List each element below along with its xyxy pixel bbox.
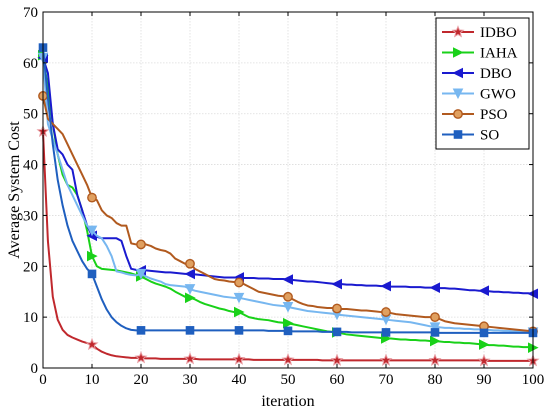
- data-point-pso: [87, 192, 97, 203]
- data-point-iaha: [87, 250, 98, 262]
- data-point-so: [430, 328, 440, 337]
- legend-label-idbo: IDBO: [480, 25, 517, 41]
- data-point-pso: [430, 312, 440, 323]
- legend-marker-iaha: [453, 47, 464, 58]
- y-tick-label: 20: [23, 259, 38, 275]
- y-tick-label: 60: [23, 56, 38, 72]
- data-point-pso: [332, 303, 342, 314]
- data-point-idbo: [232, 352, 246, 365]
- legend-marker-so: [453, 130, 463, 139]
- data-point-so: [332, 327, 342, 337]
- legend-marker-idbo: [451, 25, 465, 38]
- data-point-so: [234, 326, 244, 335]
- x-tick-label: 20: [134, 372, 149, 388]
- data-point-idbo: [85, 337, 99, 351]
- data-point-idbo: [134, 350, 148, 364]
- data-point-pso: [136, 239, 146, 250]
- x-tick-label: 70: [379, 372, 394, 388]
- data-point-iaha: [185, 292, 196, 304]
- x-axis-title: iteration: [261, 393, 314, 410]
- y-tick-label: 30: [23, 208, 38, 224]
- data-point-gwo: [233, 292, 245, 304]
- data-point-so: [283, 326, 293, 336]
- data-point-dbo: [331, 278, 342, 290]
- y-tick-label: 40: [23, 158, 38, 174]
- data-point-so: [479, 328, 489, 338]
- data-point-gwo: [184, 284, 196, 295]
- data-point-idbo: [330, 353, 344, 366]
- data-point-dbo: [184, 268, 195, 280]
- legend-label-so: SO: [480, 128, 499, 144]
- y-tick-label: 0: [31, 361, 39, 377]
- data-point-gwo: [282, 301, 294, 313]
- x-tick-label: 40: [232, 372, 247, 388]
- data-point-idbo: [428, 353, 442, 366]
- data-point-idbo: [477, 354, 491, 367]
- x-tick-label: 80: [428, 372, 443, 388]
- data-point-pso: [283, 291, 293, 302]
- data-point-idbo: [281, 353, 295, 366]
- data-point-gwo: [135, 268, 147, 280]
- legend-label-dbo: DBO: [480, 66, 512, 82]
- legend-label-gwo: GWO: [480, 87, 516, 103]
- data-point-so: [381, 328, 391, 337]
- data-point-pso: [381, 307, 391, 317]
- x-tick-label: 90: [477, 372, 492, 388]
- x-tick-label: 50: [281, 372, 296, 388]
- legend-marker-pso: [453, 109, 463, 119]
- legend-label-pso: PSO: [480, 107, 508, 123]
- data-point-iaha: [430, 335, 441, 347]
- data-point-idbo: [183, 351, 197, 365]
- data-point-so: [185, 326, 195, 335]
- data-point-pso: [234, 277, 244, 288]
- x-tick-label: 60: [330, 372, 345, 388]
- data-point-dbo: [282, 274, 293, 285]
- data-point-iaha: [479, 339, 490, 350]
- y-tick-label: 50: [23, 107, 38, 123]
- legend-box: [435, 17, 530, 150]
- y-axis-title: Average System Cost: [6, 121, 23, 259]
- data-point-gwo: [429, 322, 441, 333]
- axis-ticks: 0 10 20 30 40 50 60 70 80 90 100 0 10 20 30 40 50 60 70: [23, 5, 544, 388]
- legend-marker-dbo: [452, 67, 463, 79]
- data-point-gwo: [86, 225, 98, 237]
- plot-lines: [36, 43, 540, 367]
- data-point-so: [87, 269, 97, 279]
- data-point-pso: [185, 258, 195, 269]
- data-point-idbo: [379, 353, 393, 366]
- x-tick-label: 100: [522, 372, 545, 388]
- data-point-iaha: [234, 306, 245, 318]
- data-point-dbo: [429, 282, 440, 293]
- data-point-dbo: [380, 280, 391, 292]
- x-tick-label: 30: [183, 372, 198, 388]
- data-point-iaha: [283, 317, 294, 329]
- legend-label-iaha: IAHA: [480, 46, 518, 62]
- legend: IDBO IAHA DBO GWO PSO SO: [435, 17, 530, 150]
- y-tick-label: 10: [23, 310, 38, 326]
- x-tick-label: 10: [85, 372, 100, 388]
- data-point-dbo: [478, 285, 489, 297]
- legend-marker-gwo: [452, 88, 464, 100]
- y-tick-label: 70: [23, 5, 38, 21]
- data-point-so: [136, 326, 146, 335]
- x-tick-label: 0: [39, 372, 47, 388]
